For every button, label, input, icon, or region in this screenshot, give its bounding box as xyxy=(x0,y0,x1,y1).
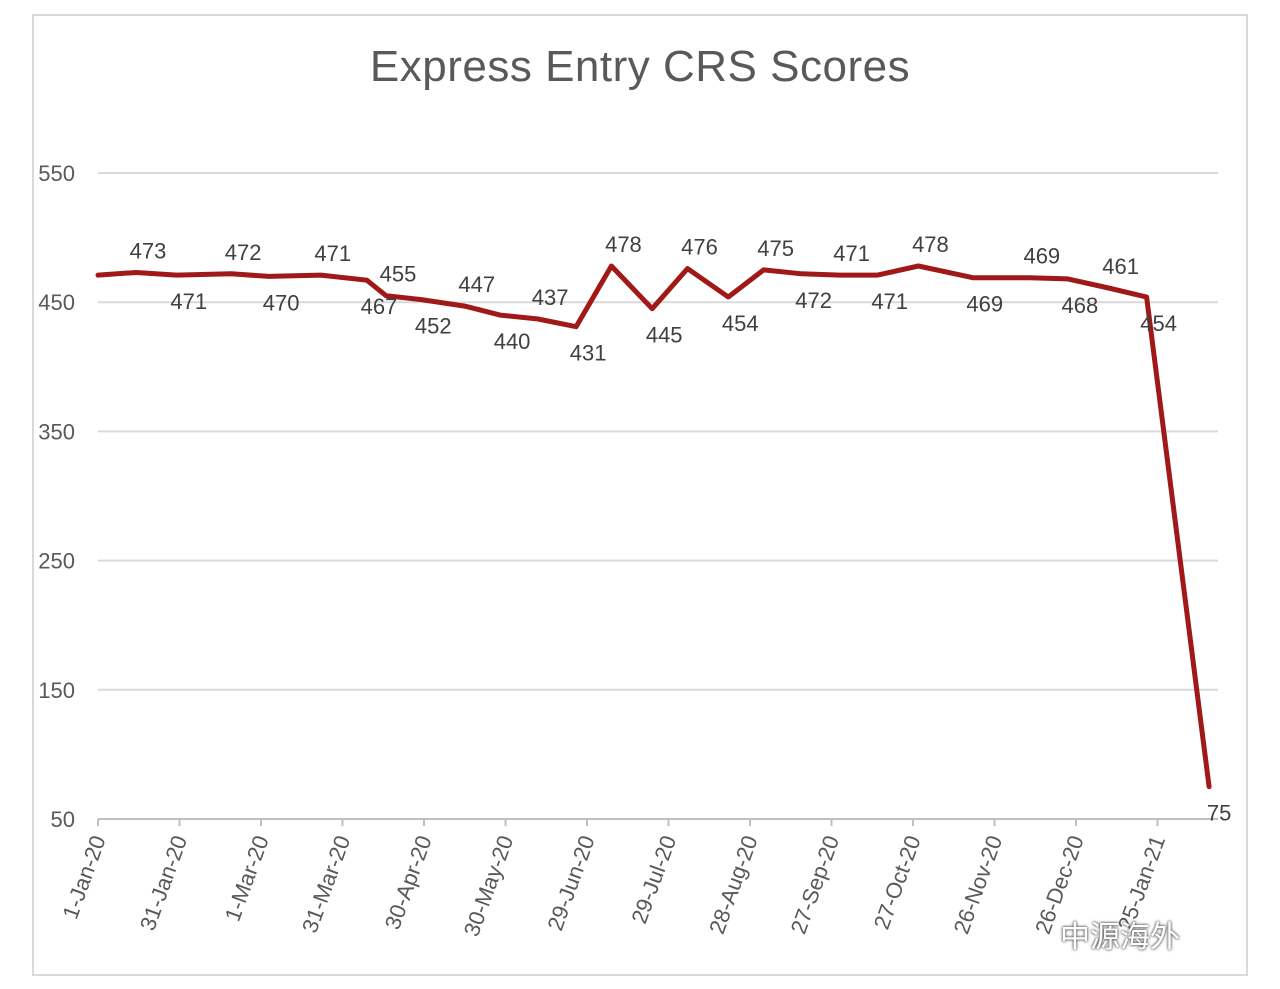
x-tick-label: 1-Mar-20 xyxy=(220,832,274,924)
x-tick-label: 27-Oct-20 xyxy=(869,832,926,932)
data-label: 454 xyxy=(722,311,759,336)
data-label: 471 xyxy=(833,241,870,266)
data-point xyxy=(1208,786,1210,788)
data-label: 478 xyxy=(605,232,642,257)
data-point xyxy=(972,277,974,279)
data-label: 470 xyxy=(263,290,300,315)
data-label: 445 xyxy=(646,323,683,348)
data-point xyxy=(97,274,99,276)
y-tick-label: 250 xyxy=(38,549,75,574)
x-tick-label: 29-Jul-20 xyxy=(626,832,681,927)
data-point xyxy=(801,273,803,275)
x-tick-label: 27-Sep-20 xyxy=(786,832,845,937)
data-point xyxy=(651,308,653,310)
data-label: 478 xyxy=(912,232,949,257)
data-label: 473 xyxy=(130,238,167,263)
data-label: 472 xyxy=(225,240,262,265)
data-label: 475 xyxy=(757,236,794,261)
data-point xyxy=(877,274,879,276)
data-label: 461 xyxy=(1102,254,1139,279)
x-tick-label: 30-May-20 xyxy=(459,832,518,939)
y-tick-label: 450 xyxy=(38,290,75,315)
data-point xyxy=(1067,278,1069,280)
data-point xyxy=(727,296,729,298)
x-tick-label: 29-Jun-20 xyxy=(542,832,599,934)
data-label: 476 xyxy=(681,235,718,260)
x-tick-label: 31-Mar-20 xyxy=(297,832,355,936)
data-point xyxy=(320,274,322,276)
data-label: 467 xyxy=(361,294,398,319)
x-tick-label: 26-Nov-20 xyxy=(949,832,1008,937)
y-tick-label: 350 xyxy=(38,419,75,444)
data-point xyxy=(537,318,539,320)
data-point xyxy=(575,326,577,328)
chart-title: Express Entry CRS Scores xyxy=(369,42,911,91)
data-point xyxy=(917,265,919,267)
y-tick-label: 150 xyxy=(38,678,75,703)
y-tick-label: 50 xyxy=(51,807,75,832)
data-point xyxy=(464,305,466,307)
data-label: 452 xyxy=(415,314,452,339)
data-label: 447 xyxy=(458,272,495,297)
chart-frame xyxy=(32,14,1248,976)
data-label: 75 xyxy=(1207,801,1231,826)
x-tick-label: 28-Aug-20 xyxy=(704,832,763,937)
data-label: 454 xyxy=(1140,311,1177,336)
data-point xyxy=(499,314,501,316)
data-point xyxy=(230,273,232,275)
data-point xyxy=(763,269,765,271)
data-label: 471 xyxy=(170,289,207,314)
data-point xyxy=(1146,296,1148,298)
data-label: 471 xyxy=(314,241,351,266)
y-tick-label: 550 xyxy=(38,161,75,186)
data-point xyxy=(610,265,612,267)
x-tick-label: 30-Apr-20 xyxy=(380,832,437,932)
data-point xyxy=(420,299,422,301)
data-label: 469 xyxy=(966,292,1003,317)
data-point xyxy=(687,268,689,270)
data-point xyxy=(268,275,270,277)
x-tick-label: 31-Jan-20 xyxy=(135,832,192,934)
data-point xyxy=(1108,287,1110,289)
x-tick-label: 1-Jan-20 xyxy=(58,832,111,922)
data-point xyxy=(1029,277,1031,279)
data-point xyxy=(135,271,137,273)
data-label: 472 xyxy=(795,288,832,313)
data-label: 431 xyxy=(570,341,607,366)
series-line xyxy=(95,263,1212,790)
data-label: 437 xyxy=(532,285,569,310)
watermark: 中源海外 xyxy=(1060,920,1180,955)
data-label: 468 xyxy=(1061,293,1098,318)
data-point xyxy=(839,274,841,276)
data-label: 471 xyxy=(871,289,908,314)
data-label: 455 xyxy=(380,262,417,287)
data-point xyxy=(385,295,387,297)
data-point xyxy=(176,274,178,276)
data-point xyxy=(366,279,368,281)
data-label: 440 xyxy=(494,329,531,354)
data-label: 469 xyxy=(1023,244,1060,269)
